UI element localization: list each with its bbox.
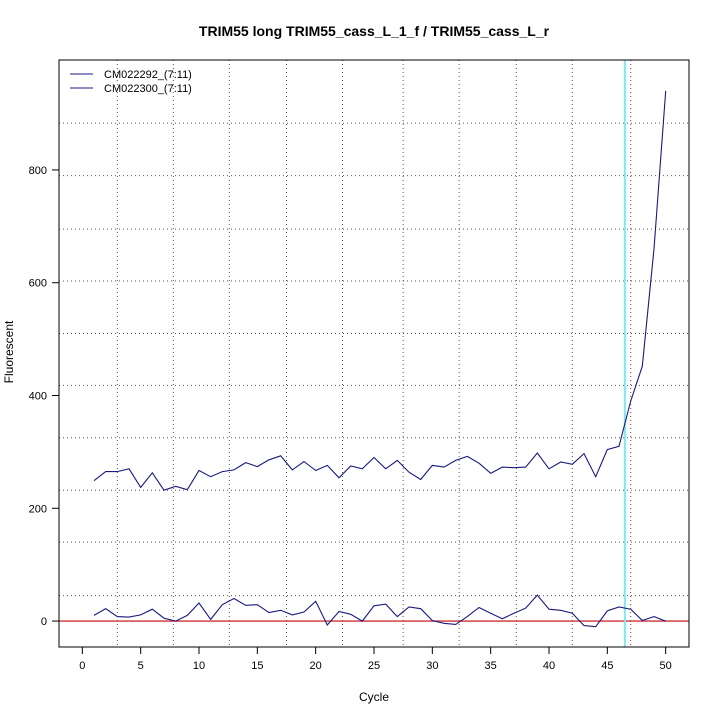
x-tick-label: 5 bbox=[138, 660, 144, 672]
x-axis-label: Cycle bbox=[359, 690, 389, 704]
x-tick-label: 50 bbox=[660, 660, 672, 672]
x-tick-label: 30 bbox=[426, 660, 438, 672]
y-tick-label: 200 bbox=[29, 503, 47, 515]
plot-frame bbox=[58, 59, 690, 648]
x-tick-label: 15 bbox=[251, 660, 263, 672]
x-tick-label: 35 bbox=[485, 660, 497, 672]
series-layer bbox=[93, 90, 667, 628]
chart-title: TRIM55 long TRIM55_cass_L_1_f / TRIM55_c… bbox=[199, 23, 550, 39]
x-tick-label: 45 bbox=[601, 660, 613, 672]
x-tick-label: 10 bbox=[193, 660, 205, 672]
grid-layer bbox=[59, 60, 689, 647]
legend-label: CM022300_(7:11) bbox=[104, 83, 192, 95]
y-axis-label: Fluorescent bbox=[2, 320, 16, 383]
series-line-1 bbox=[93, 90, 667, 491]
x-tick-label: 20 bbox=[310, 660, 322, 672]
series-line-2 bbox=[93, 594, 666, 628]
x-tick-label: 25 bbox=[368, 660, 380, 672]
x-tick-label: 0 bbox=[79, 660, 85, 672]
y-tick-label: 0 bbox=[41, 616, 47, 628]
reference-lines bbox=[59, 60, 689, 647]
y-tick-label: 800 bbox=[29, 165, 47, 177]
y-tick-label: 600 bbox=[29, 278, 47, 290]
legend: CM022292_(7:11) CM022300_(7:11) bbox=[70, 69, 192, 95]
y-tick-label: 400 bbox=[29, 391, 47, 403]
x-tick-label: 40 bbox=[543, 660, 555, 672]
axes-layer: 0 5 10 15 20 25 30 35 40 45 50 0 200 400 600 800 bbox=[29, 59, 690, 672]
legend-label: CM022292_(7:11) bbox=[104, 69, 192, 81]
